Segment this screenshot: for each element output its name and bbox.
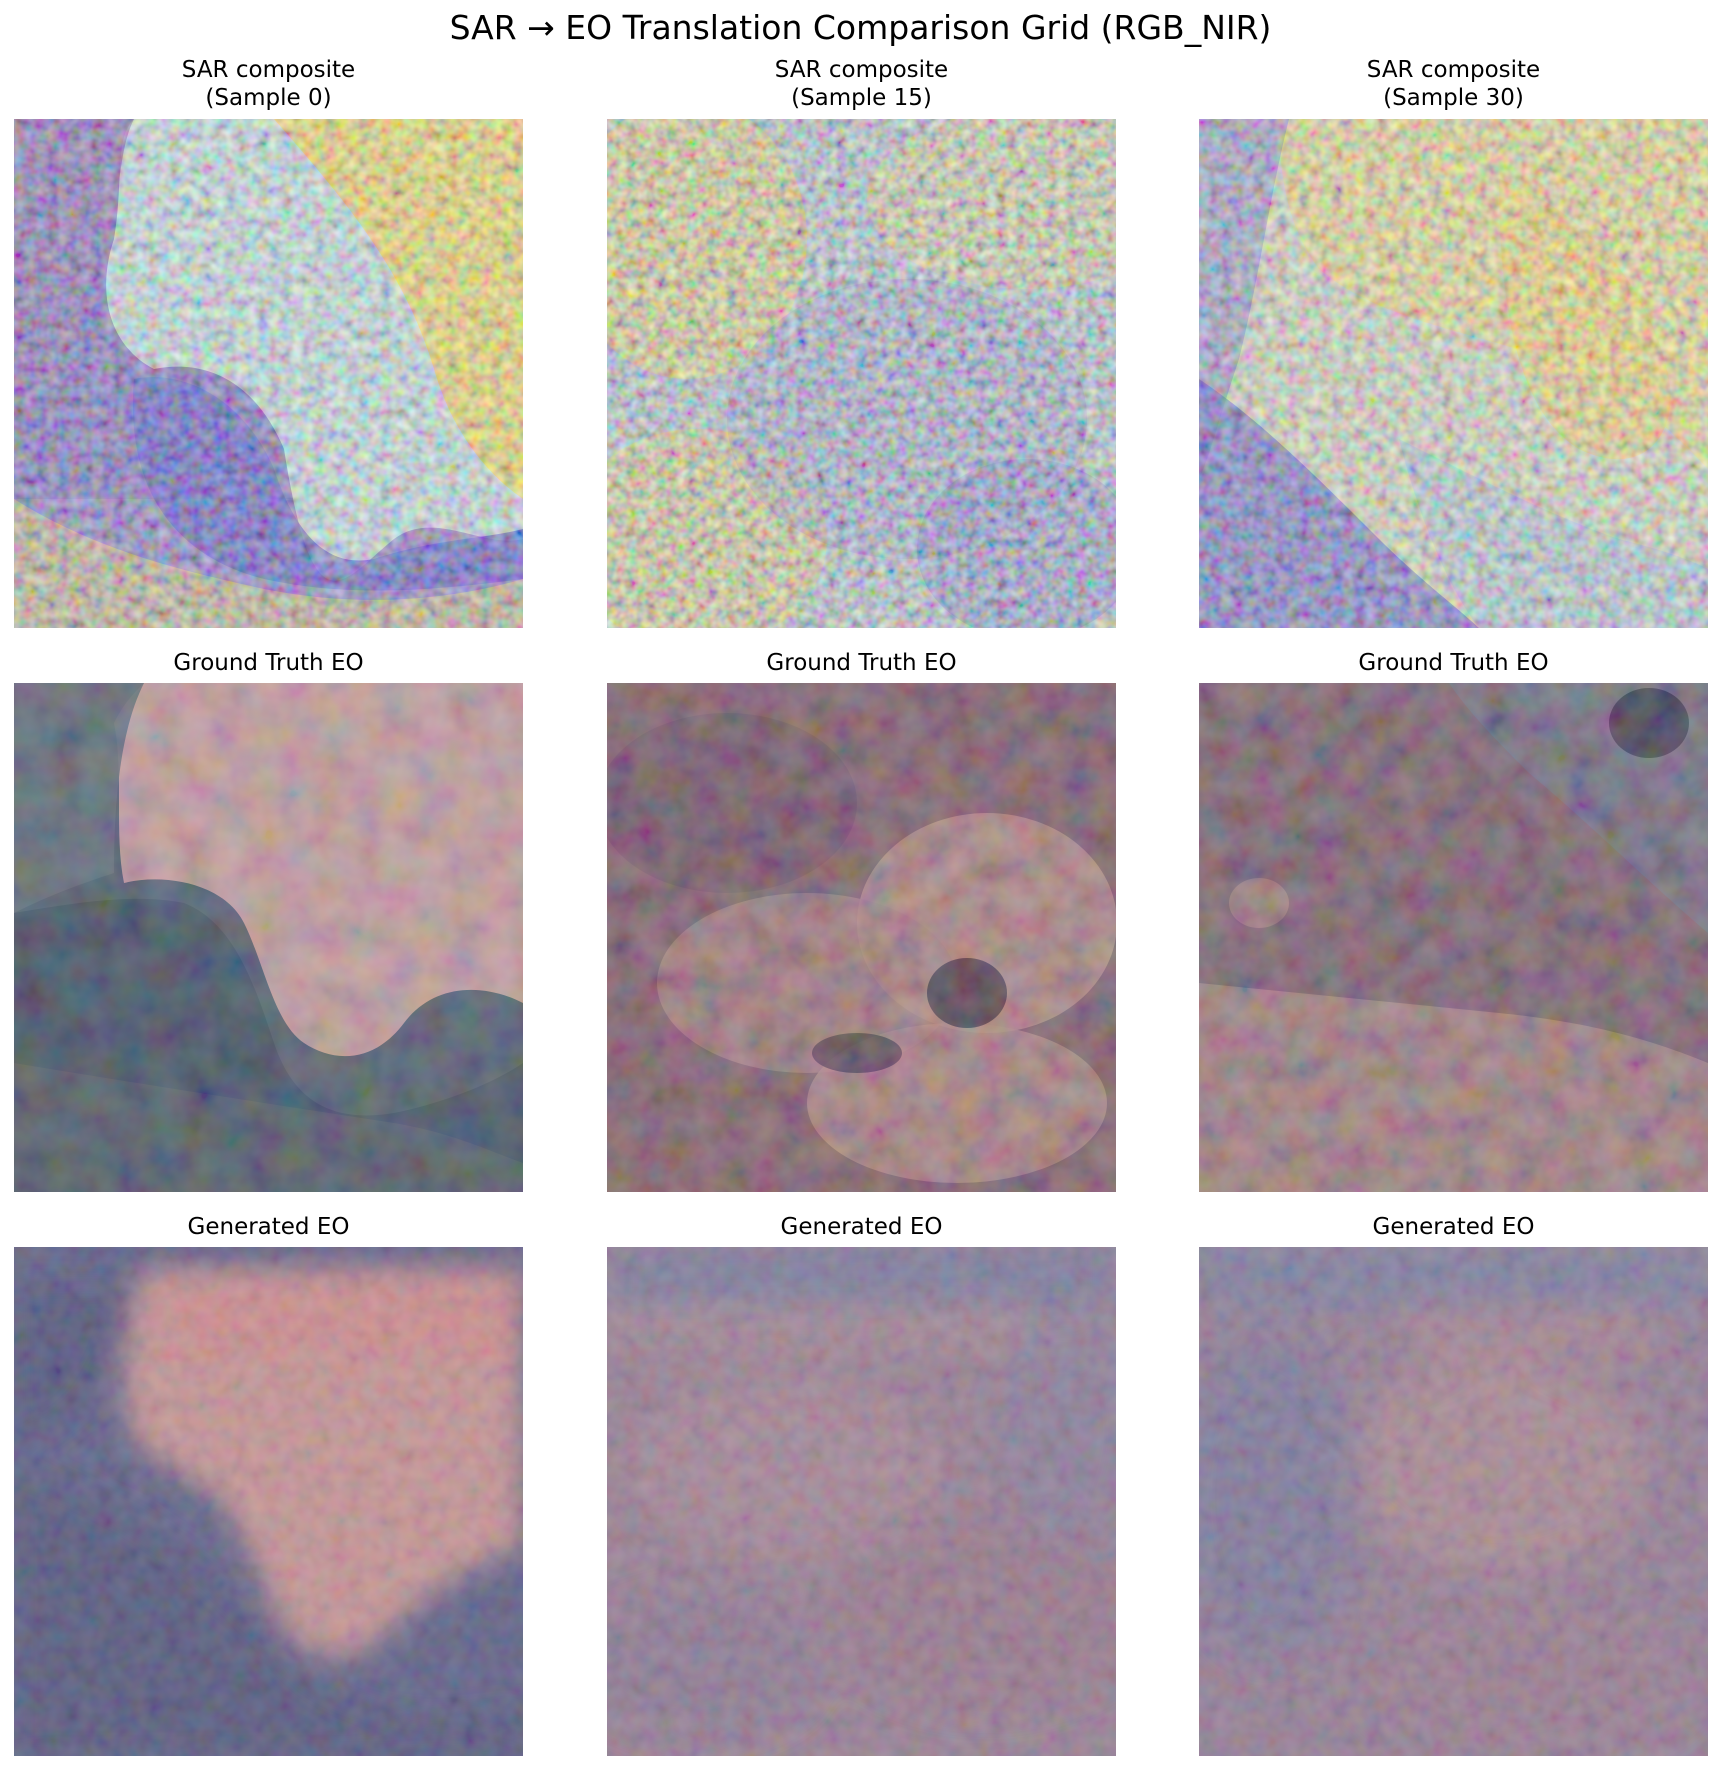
panel-title-sar-sample-0: SAR composite (Sample 0) bbox=[181, 57, 356, 111]
panel-title-sar-sample-30: SAR composite (Sample 30) bbox=[1366, 57, 1541, 111]
generated-image-2 bbox=[1199, 1247, 1708, 1756]
ground-truth-image-1 bbox=[607, 683, 1116, 1192]
sar-image-sample-0 bbox=[14, 119, 523, 628]
panel-title-generated-0: Generated EO bbox=[187, 1214, 350, 1240]
panel-title-ground-truth-2: Ground Truth EO bbox=[1358, 650, 1549, 676]
ground-truth-image-2 bbox=[1199, 683, 1708, 1192]
panel-title-sar-sample-15: SAR composite (Sample 15) bbox=[774, 57, 949, 111]
generated-image-1 bbox=[607, 1247, 1116, 1756]
panel-title-ground-truth-1: Ground Truth EO bbox=[766, 650, 957, 676]
panel-title-generated-2: Generated EO bbox=[1372, 1214, 1535, 1240]
panel-title-generated-1: Generated EO bbox=[780, 1214, 943, 1240]
sar-image-sample-30 bbox=[1199, 119, 1708, 628]
ground-truth-image-0 bbox=[14, 683, 523, 1192]
figure-title: SAR → EO Translation Comparison Grid (RG… bbox=[449, 8, 1272, 47]
panel-title-ground-truth-0: Ground Truth EO bbox=[173, 650, 364, 676]
generated-image-0 bbox=[14, 1247, 523, 1756]
sar-image-sample-15 bbox=[607, 119, 1116, 628]
